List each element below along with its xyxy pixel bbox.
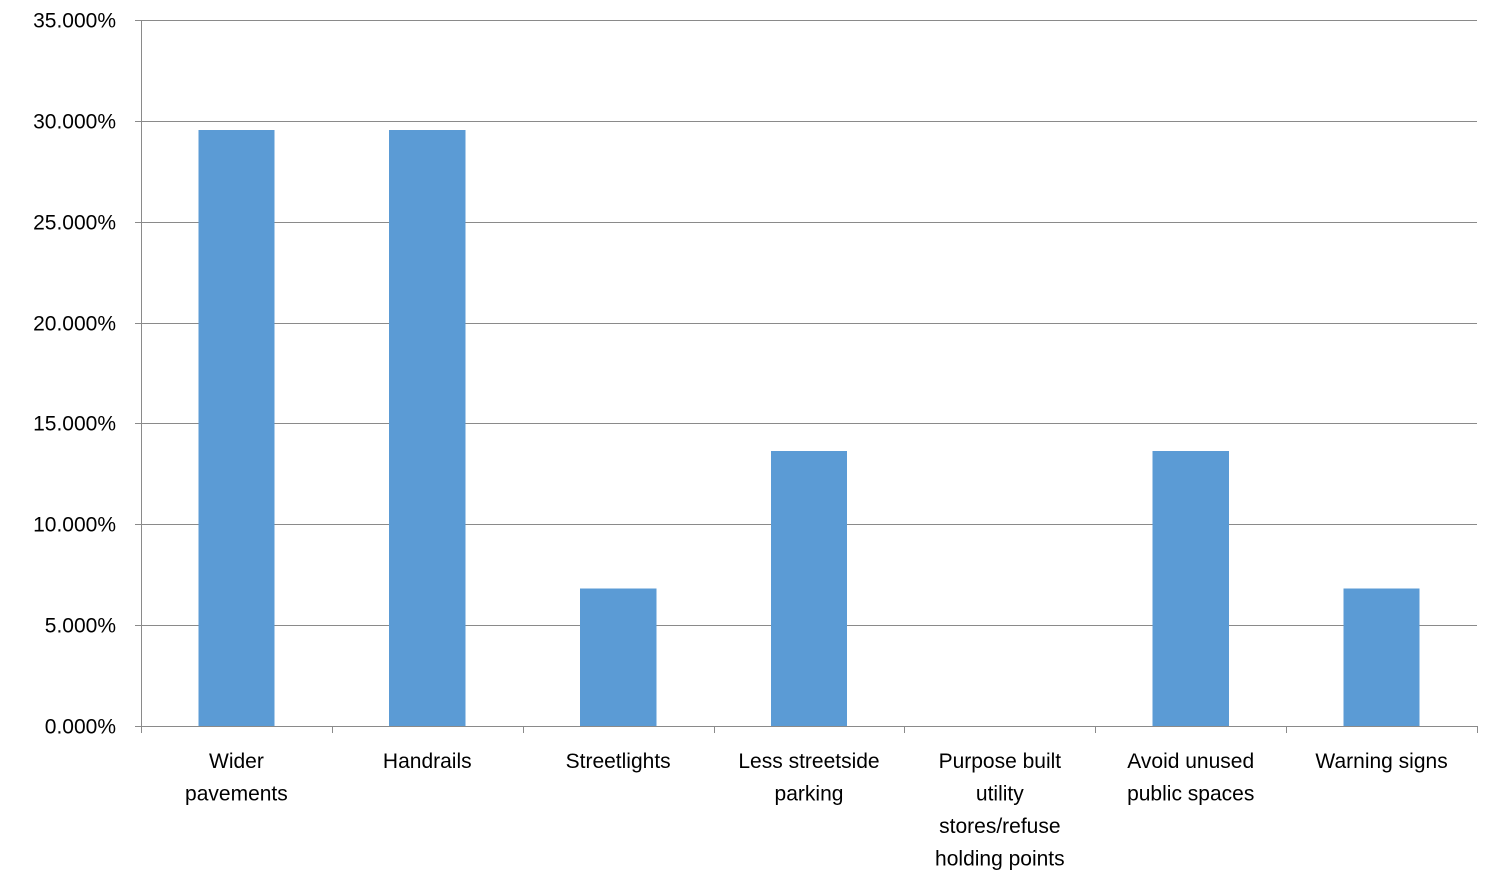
- bar: [198, 130, 275, 726]
- x-category-label: Wider pavements: [185, 750, 288, 806]
- y-tick-label: 20.000%: [33, 313, 116, 336]
- gridlines: [141, 20, 1477, 626]
- y-axis-tick-labels: 0.000% 5.000% 10.000% 15.000% 20.000% 25.000%…: [33, 10, 116, 739]
- y-tick-label: 0.000%: [45, 716, 116, 739]
- bars: [198, 130, 1420, 726]
- x-category-label-line: Avoid unused: [1127, 750, 1254, 773]
- x-category-label-line: Streetlights: [566, 750, 671, 773]
- bar: [770, 450, 848, 726]
- x-category-label-line: stores/refuse: [939, 815, 1060, 838]
- bar: [1152, 450, 1229, 726]
- bar: [389, 130, 466, 726]
- y-tick-label: 5.000%: [45, 615, 116, 638]
- x-category-label-line: Less streetside: [738, 750, 879, 773]
- x-category-label-line: public spaces: [1127, 783, 1254, 806]
- y-tick-label: 15.000%: [33, 413, 116, 436]
- y-tick-label: 30.000%: [33, 111, 116, 134]
- x-axis-category-labels: Wider pavements Handrails Streetlights Less …: [185, 750, 1448, 871]
- bar: [579, 588, 657, 726]
- x-category-label: Avoid unused public spaces: [1127, 750, 1254, 806]
- y-tick-label: 25.000%: [33, 212, 116, 235]
- x-category-label-line: Purpose built: [939, 750, 1062, 773]
- x-category-label: Warning signs: [1315, 750, 1447, 773]
- x-category-label-line: utility: [976, 783, 1024, 806]
- y-tick-label: 10.000%: [33, 514, 116, 537]
- x-category-label-line: Handrails: [383, 750, 472, 773]
- bar: [1343, 588, 1420, 726]
- x-category-label-line: Wider: [209, 750, 264, 773]
- x-category-label: Less streetside parking: [738, 750, 879, 806]
- axes: [135, 20, 1478, 733]
- x-category-label-line: Warning signs: [1315, 750, 1447, 773]
- x-category-label: Purpose built utility stores/refuse holding…: [935, 750, 1065, 871]
- x-category-label: Streetlights: [566, 750, 671, 773]
- x-category-label-line: holding points: [935, 848, 1065, 871]
- x-category-label-line: parking: [775, 783, 844, 806]
- x-category-label: Handrails: [383, 750, 472, 773]
- y-tick-label: 35.000%: [33, 10, 116, 33]
- x-category-label-line: pavements: [185, 783, 288, 806]
